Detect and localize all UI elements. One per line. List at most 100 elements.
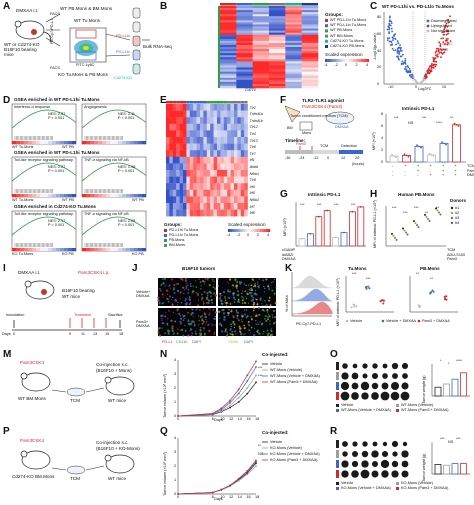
cell <box>203 302 205 305</box>
heatmap-cell <box>210 209 214 217</box>
heatmap-cell <box>252 30 270 33</box>
heatmap-cell <box>301 42 319 46</box>
bar <box>414 145 424 163</box>
bar <box>298 238 306 247</box>
legend-swatch <box>325 39 328 43</box>
k-legend-item: Vehicle <box>350 319 363 323</box>
gsea-nes: NES: 2.11 <box>118 112 136 116</box>
heatmap-cell <box>169 117 173 124</box>
heatmap-cell <box>189 130 194 138</box>
heatmap-cell <box>285 22 302 25</box>
n-legend-title: Co-injected: <box>262 352 289 357</box>
h-donor-item: #2 <box>455 211 460 215</box>
heatmap-cell <box>169 189 173 197</box>
heatmap-cell <box>220 61 237 64</box>
volcano-point <box>434 65 437 68</box>
volcano-point <box>396 40 399 42</box>
gsea-rank <box>24 248 28 251</box>
growth-sig: NS <box>258 452 264 456</box>
gsea-rank <box>44 141 48 144</box>
cell <box>258 285 260 287</box>
bar-point <box>405 154 408 157</box>
i-phase: Sacrifice <box>108 313 123 317</box>
histogram-curve <box>291 301 333 315</box>
cell <box>211 278 214 281</box>
group-color-bar <box>285 3 302 6</box>
group-color-bar <box>193 101 197 104</box>
heatmap-cell <box>301 12 319 15</box>
panel-label-j: J <box>132 263 138 274</box>
heatmap-cell <box>172 189 177 197</box>
cell <box>226 332 228 334</box>
volcano-point <box>386 37 389 40</box>
m-tcm-label: TCM <box>70 398 80 403</box>
heatmap-cell <box>220 44 237 48</box>
heatmap-cell <box>244 176 248 184</box>
heatmap-cell <box>183 176 187 184</box>
heatmap-cell <box>269 24 286 27</box>
bar <box>451 378 459 397</box>
heatmap-cell <box>301 36 319 40</box>
heatmap-e <box>164 101 271 247</box>
cell <box>161 322 164 325</box>
heatmap-cell <box>183 104 187 111</box>
heatmap-cell <box>220 156 224 164</box>
x-tick: 12 <box>229 495 234 499</box>
dot-point <box>353 303 356 306</box>
heatmap-cell <box>196 156 201 164</box>
heatmap-cell <box>227 143 231 151</box>
heatmap-cell <box>210 143 214 151</box>
row-marker <box>336 362 339 370</box>
group-color-bar <box>203 101 207 104</box>
p-coinject-label: Co-injection s.c. <box>96 440 129 445</box>
heatmap-cell <box>169 110 173 118</box>
heatmap-cell <box>203 110 207 118</box>
cell <box>168 295 172 298</box>
heatmap-cell <box>236 71 253 74</box>
cell <box>167 332 170 335</box>
heatmap-cell <box>301 77 319 81</box>
volcano-point <box>443 27 446 29</box>
volcano-point <box>392 49 395 52</box>
heatmap-cell <box>240 176 245 184</box>
legend-dot <box>417 319 421 323</box>
gsea-rank <box>24 141 28 144</box>
heatmap-cell <box>236 81 253 85</box>
heatmap-cell <box>252 18 270 21</box>
cell <box>191 290 195 293</box>
volcano-point <box>391 44 393 46</box>
gsea-rank <box>90 194 94 197</box>
tumor-image <box>391 440 399 448</box>
e-gene-label: Tnfrsf1a <box>249 112 263 117</box>
cell <box>256 330 259 333</box>
donor-point <box>413 220 415 223</box>
heatmap-cell <box>206 176 211 184</box>
heatmap-cell <box>220 79 237 83</box>
cell <box>262 333 264 335</box>
bar-point <box>430 153 433 156</box>
gsea-rank <box>40 248 44 251</box>
cell <box>225 334 228 337</box>
dot-point <box>430 291 433 294</box>
heatmap-cell <box>220 209 224 217</box>
gsea-p: P < 0.001 <box>118 116 135 120</box>
growth-legend-item: KO-Mons (Pam3 + DMXAA) <box>270 458 318 462</box>
h-donor-item: #4 <box>455 221 460 225</box>
heatmap-cell <box>203 137 207 144</box>
heatmap-cell <box>166 183 170 190</box>
volcano-point <box>389 40 392 43</box>
heatmap-cell <box>269 28 286 31</box>
legend-swatch <box>325 24 328 28</box>
gsea-right: KO PB <box>62 252 74 256</box>
e-group-item: PD-L1hi Tu.Mons <box>169 228 199 232</box>
b-group-item: Cd274-KO Tu.Mons <box>330 38 364 43</box>
f-time-tick: 0 <box>327 156 330 160</box>
heatmap-cell <box>213 110 218 118</box>
bar-point <box>301 237 303 240</box>
cell <box>243 309 245 311</box>
volcano-point <box>393 35 395 37</box>
cell <box>250 326 253 329</box>
heatmap-cell <box>252 83 270 87</box>
heatmap-cell <box>166 189 170 197</box>
heatmap-cell <box>234 156 238 164</box>
